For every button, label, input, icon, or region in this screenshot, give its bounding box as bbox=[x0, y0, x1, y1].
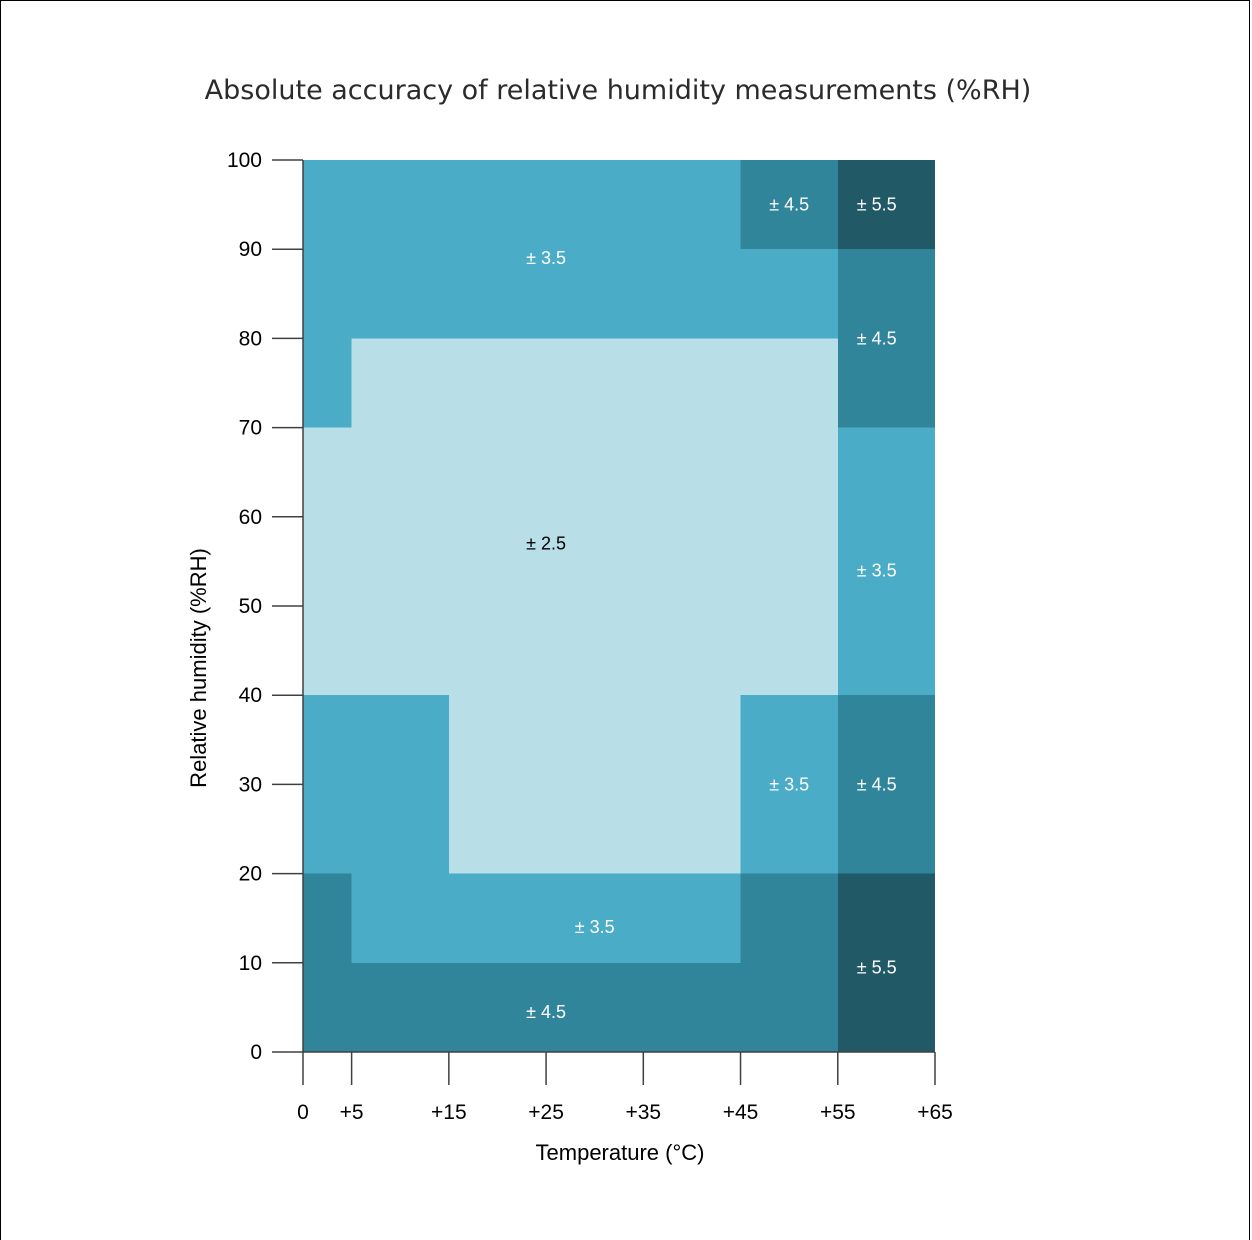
cell-label-5: ± 3.5 bbox=[857, 560, 897, 580]
heatmap-region-16 bbox=[837, 873, 935, 1052]
cell-label-1: ± 4.5 bbox=[769, 195, 809, 215]
y-tick-label: 0 bbox=[250, 1041, 262, 1064]
cell-label-10: ± 5.5 bbox=[857, 957, 897, 977]
y-axis-ticks: 0 10 20 30 40 50 60 70 80 90 100 bbox=[227, 149, 303, 1064]
cell-label-0: ± 3.5 bbox=[526, 248, 566, 268]
heatmap-region-8 bbox=[837, 427, 935, 696]
heatmap-region-13 bbox=[303, 873, 352, 1052]
y-tick-label: 40 bbox=[239, 684, 262, 707]
y-tick-label: 70 bbox=[239, 417, 262, 440]
x-tick-label: +35 bbox=[625, 1101, 661, 1124]
x-tick-label: +45 bbox=[723, 1101, 759, 1124]
heatmap-region-4 bbox=[303, 338, 352, 428]
x-tick-label: +5 bbox=[340, 1101, 364, 1124]
y-tick-label: 20 bbox=[239, 863, 262, 886]
cell-label-7: ± 4.5 bbox=[857, 774, 897, 794]
heatmap-region-10 bbox=[740, 695, 838, 874]
y-tick-label: 100 bbox=[227, 149, 262, 172]
x-tick-label: +55 bbox=[820, 1101, 856, 1124]
y-tick-label: 80 bbox=[239, 327, 262, 350]
heatmap-region-5 bbox=[351, 338, 838, 696]
x-tick-label: +15 bbox=[431, 1101, 467, 1124]
heatmap-region-1 bbox=[740, 160, 838, 250]
y-tick-label: 90 bbox=[239, 238, 262, 261]
heatmap-region-15 bbox=[740, 873, 838, 1052]
cell-label-8: ± 3.5 bbox=[575, 917, 615, 937]
x-axis-ticks: 0 +5 +15 +25 +35 +45 +55 +65 bbox=[297, 1052, 953, 1124]
cell-label-2: ± 5.5 bbox=[857, 195, 897, 215]
x-tick-label: +25 bbox=[528, 1101, 564, 1124]
cell-label-4: ± 2.5 bbox=[526, 534, 566, 554]
x-axis-label: Temperature (°C) bbox=[536, 1140, 705, 1165]
y-axis-label: Relative humidity (%RH) bbox=[186, 548, 211, 788]
heatmap-region-9 bbox=[303, 695, 449, 874]
heatmap-annotations: ± 3.5 ± 4.5 ± 5.5 ± 4.5 ± 2.5 ± 3.5 ± 3.5 ± 4.5… bbox=[526, 195, 896, 1022]
y-tick-label: 10 bbox=[239, 952, 262, 975]
y-tick-label: 50 bbox=[239, 595, 262, 618]
cell-label-6: ± 3.5 bbox=[769, 774, 809, 794]
y-tick-label: 60 bbox=[239, 506, 262, 529]
y-tick-label: 30 bbox=[239, 773, 262, 796]
heatmap-region-6 bbox=[303, 427, 352, 696]
heatmap-region-7 bbox=[448, 695, 741, 874]
heatmap-region-14 bbox=[351, 962, 741, 1052]
heatmap-region-3 bbox=[837, 249, 935, 428]
heatmap-region-2 bbox=[837, 160, 935, 250]
x-tick-label: +65 bbox=[917, 1101, 953, 1124]
chart-title: Absolute accuracy of relative humidity m… bbox=[205, 75, 1032, 106]
heatmap-region-12 bbox=[351, 873, 741, 963]
heatmap-regions bbox=[303, 160, 935, 1052]
cell-label-3: ± 4.5 bbox=[857, 328, 897, 348]
heatmap-region-11 bbox=[837, 695, 935, 874]
cell-label-9: ± 4.5 bbox=[526, 1002, 566, 1022]
x-tick-label: 0 bbox=[297, 1101, 309, 1124]
